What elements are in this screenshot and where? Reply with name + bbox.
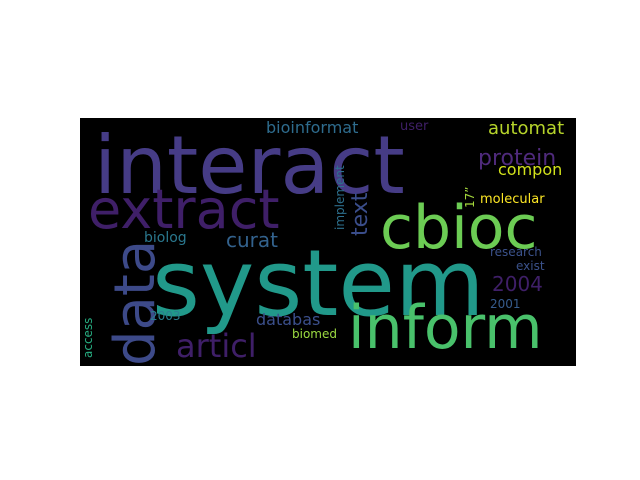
word-molecular: molecular (480, 192, 545, 207)
word-bioinformat: bioinformat (266, 118, 359, 137)
word-biomed: biomed (292, 327, 337, 341)
word-17: 17” (463, 186, 477, 209)
word-cbioc: cbioc (380, 193, 538, 263)
word-data: data (103, 239, 168, 366)
word-compon: compon (498, 160, 563, 179)
word-text: text (348, 192, 373, 236)
word-2001: 2001 (490, 297, 521, 311)
word-extract: extract (88, 178, 280, 241)
word-implement: implement (333, 165, 347, 230)
word-automat: automat (488, 118, 565, 139)
word-biolog: biolog (144, 230, 187, 246)
word-protein: protein (478, 146, 557, 171)
word-user: user (400, 119, 429, 134)
word-databas: databas (256, 310, 321, 329)
word-system: system (152, 230, 485, 337)
word-research: research (490, 245, 542, 259)
word-articl: articl (176, 327, 257, 365)
word-access: access (81, 317, 95, 358)
word-2004: 2004 (492, 272, 543, 296)
word-cloud: interact system extract cbioc inform dat… (80, 118, 576, 366)
word-curat: curat (226, 228, 278, 252)
word-interact: interact (94, 119, 405, 212)
word-inform: inform (348, 293, 543, 363)
word-exist: exist (516, 259, 545, 273)
word-2003: 2003 (150, 309, 181, 323)
